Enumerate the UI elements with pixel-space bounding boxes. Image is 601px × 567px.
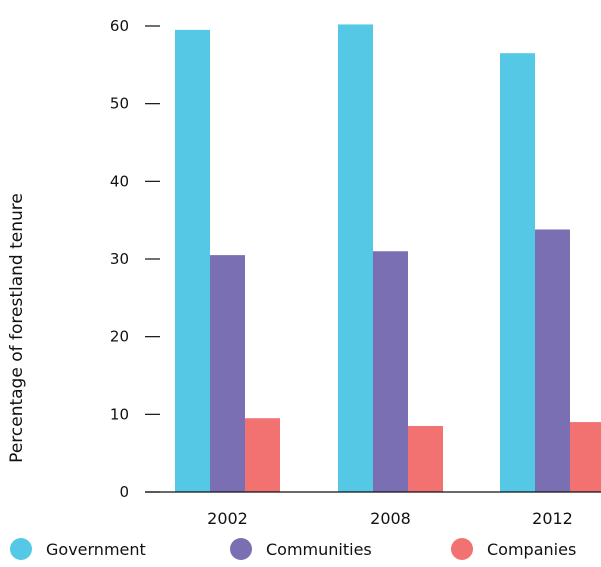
y-tick-label: 20 xyxy=(110,328,129,346)
x-tick-label: 2008 xyxy=(370,509,411,528)
legend-item-companies: Companies xyxy=(451,538,576,560)
bar-companies-2012 xyxy=(570,422,601,492)
legend-label: Communities xyxy=(266,540,372,559)
y-axis-title-group: Percentage of forestland tenure xyxy=(7,193,27,463)
bar-government-2008 xyxy=(338,24,373,493)
bar-communities-2008 xyxy=(373,251,408,492)
y-tick-label: 10 xyxy=(110,405,129,423)
x-tick-label: 2012 xyxy=(532,509,573,528)
y-tick-label: 30 xyxy=(110,250,129,268)
y-tick-label: 0 xyxy=(119,483,129,501)
legend-swatch xyxy=(451,538,473,560)
legend-label: Companies xyxy=(487,540,576,559)
bar-government-2002 xyxy=(175,29,210,493)
legend-swatch xyxy=(230,538,252,560)
legend-label: Government xyxy=(46,540,146,559)
bar-companies-2002 xyxy=(245,418,280,492)
bar-companies-2008 xyxy=(408,425,443,492)
legend-swatch xyxy=(10,538,32,560)
y-axis: 0 10 20 30 40 50 60 xyxy=(110,17,160,501)
bars xyxy=(175,24,601,493)
legend: Government Communities Companies xyxy=(10,538,576,560)
x-tick-label: 2002 xyxy=(207,509,248,528)
y-axis-title: Percentage of forestland tenure xyxy=(7,193,27,463)
bar-government-2012 xyxy=(500,53,535,492)
y-tick-label: 60 xyxy=(110,17,129,35)
legend-item-government: Government xyxy=(10,538,146,560)
bar-communities-2012 xyxy=(535,229,570,492)
legend-item-communities: Communities xyxy=(230,538,372,560)
bar-communities-2002 xyxy=(210,255,245,492)
x-axis: 2002 2008 2012 xyxy=(207,509,573,528)
y-tick-label: 40 xyxy=(110,172,129,190)
y-tick-label: 50 xyxy=(110,95,129,113)
